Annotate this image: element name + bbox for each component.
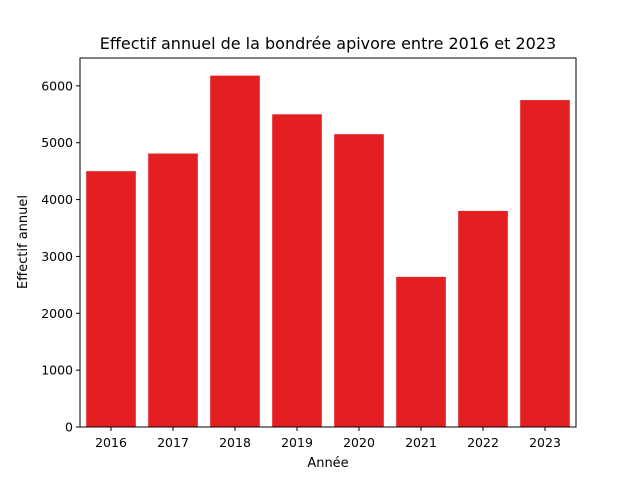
bar-2019 [272, 114, 322, 427]
y-tick-label-1000: 1000 [41, 363, 73, 378]
y-tick-label-4000: 4000 [41, 192, 73, 207]
y-tick-label-0: 0 [65, 420, 73, 435]
bar-2018 [210, 75, 260, 427]
bar-2020 [334, 134, 384, 427]
bar-2022 [458, 210, 508, 427]
bar-2021 [396, 276, 446, 427]
x-tick-label-2017: 2017 [157, 435, 189, 450]
x-tick-label-2022: 2022 [467, 435, 499, 450]
x-tick-label-2021: 2021 [405, 435, 437, 450]
y-axis-label: Effectif annuel [16, 195, 31, 289]
x-axis: 2016 2017 2018 2019 2020 2021 2022 2023 [95, 427, 561, 450]
x-axis-label: Année [307, 456, 348, 471]
y-tick-label-3000: 3000 [41, 249, 73, 264]
x-tick-label-2018: 2018 [219, 435, 251, 450]
x-tick-label-2019: 2019 [281, 435, 313, 450]
y-tick-label-2000: 2000 [41, 306, 73, 321]
bar-2017 [148, 153, 198, 427]
x-tick-label-2023: 2023 [529, 435, 561, 450]
y-axis: 0 1000 2000 3000 4000 5000 6000 [41, 78, 80, 435]
bars-group [86, 75, 570, 427]
plot-frame [79, 57, 577, 428]
y-tick-label-6000: 6000 [41, 78, 73, 93]
bar-2023 [520, 100, 570, 427]
bar-2016 [86, 171, 136, 427]
chart-title: Effectif annuel de la bondrée apivore en… [100, 34, 556, 53]
x-tick-label-2020: 2020 [343, 435, 375, 450]
x-tick-label-2016: 2016 [95, 435, 127, 450]
y-tick-label-5000: 5000 [41, 135, 73, 150]
